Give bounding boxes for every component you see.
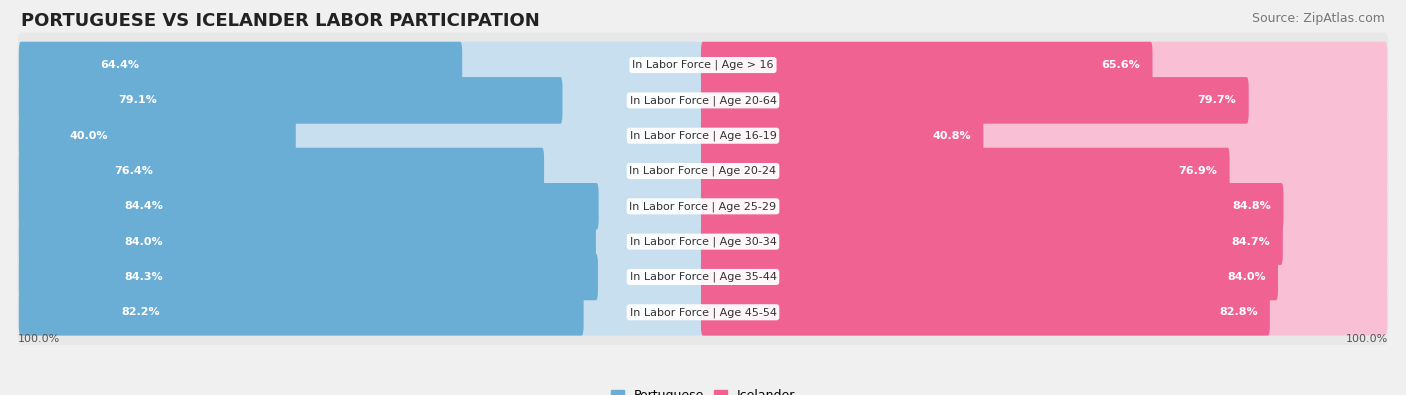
Text: In Labor Force | Age 45-54: In Labor Force | Age 45-54 bbox=[630, 307, 776, 318]
Text: 76.4%: 76.4% bbox=[115, 166, 153, 176]
FancyBboxPatch shape bbox=[18, 77, 562, 124]
FancyBboxPatch shape bbox=[18, 218, 704, 265]
Text: In Labor Force | Age 25-29: In Labor Force | Age 25-29 bbox=[630, 201, 776, 212]
Text: Source: ZipAtlas.com: Source: ZipAtlas.com bbox=[1251, 12, 1385, 25]
Text: 79.7%: 79.7% bbox=[1198, 95, 1236, 105]
Legend: Portuguese, Icelander: Portuguese, Icelander bbox=[606, 384, 800, 395]
Text: 40.0%: 40.0% bbox=[70, 131, 108, 141]
Text: In Labor Force | Age 35-44: In Labor Force | Age 35-44 bbox=[630, 272, 776, 282]
FancyBboxPatch shape bbox=[18, 148, 704, 194]
FancyBboxPatch shape bbox=[17, 245, 1389, 309]
Text: 79.1%: 79.1% bbox=[118, 95, 156, 105]
Text: 82.8%: 82.8% bbox=[1219, 307, 1257, 317]
Text: 84.7%: 84.7% bbox=[1232, 237, 1271, 246]
Text: In Labor Force | Age 30-34: In Labor Force | Age 30-34 bbox=[630, 236, 776, 247]
Text: 65.6%: 65.6% bbox=[1101, 60, 1140, 70]
FancyBboxPatch shape bbox=[17, 209, 1389, 274]
FancyBboxPatch shape bbox=[702, 148, 1388, 194]
FancyBboxPatch shape bbox=[702, 42, 1388, 88]
Text: 84.0%: 84.0% bbox=[1227, 272, 1265, 282]
Text: 100.0%: 100.0% bbox=[1347, 334, 1389, 344]
FancyBboxPatch shape bbox=[702, 183, 1388, 229]
FancyBboxPatch shape bbox=[702, 148, 1230, 194]
FancyBboxPatch shape bbox=[17, 174, 1389, 239]
FancyBboxPatch shape bbox=[702, 218, 1388, 265]
FancyBboxPatch shape bbox=[17, 280, 1389, 345]
FancyBboxPatch shape bbox=[17, 68, 1389, 133]
FancyBboxPatch shape bbox=[17, 103, 1389, 168]
FancyBboxPatch shape bbox=[18, 254, 704, 300]
FancyBboxPatch shape bbox=[702, 289, 1388, 336]
FancyBboxPatch shape bbox=[18, 113, 295, 159]
Text: PORTUGUESE VS ICELANDER LABOR PARTICIPATION: PORTUGUESE VS ICELANDER LABOR PARTICIPAT… bbox=[21, 12, 540, 30]
FancyBboxPatch shape bbox=[702, 218, 1282, 265]
FancyBboxPatch shape bbox=[702, 183, 1284, 229]
FancyBboxPatch shape bbox=[702, 289, 1270, 336]
FancyBboxPatch shape bbox=[18, 218, 596, 265]
FancyBboxPatch shape bbox=[702, 113, 983, 159]
Text: 84.4%: 84.4% bbox=[125, 201, 163, 211]
Text: 84.0%: 84.0% bbox=[124, 237, 163, 246]
Text: 84.3%: 84.3% bbox=[124, 272, 163, 282]
Text: 76.9%: 76.9% bbox=[1178, 166, 1218, 176]
FancyBboxPatch shape bbox=[18, 183, 704, 229]
Text: In Labor Force | Age 20-64: In Labor Force | Age 20-64 bbox=[630, 95, 776, 105]
Text: In Labor Force | Age 20-24: In Labor Force | Age 20-24 bbox=[630, 166, 776, 176]
FancyBboxPatch shape bbox=[18, 77, 704, 124]
FancyBboxPatch shape bbox=[18, 289, 704, 336]
FancyBboxPatch shape bbox=[702, 113, 1388, 159]
FancyBboxPatch shape bbox=[702, 42, 1153, 88]
FancyBboxPatch shape bbox=[18, 148, 544, 194]
FancyBboxPatch shape bbox=[18, 113, 704, 159]
Text: In Labor Force | Age > 16: In Labor Force | Age > 16 bbox=[633, 60, 773, 70]
FancyBboxPatch shape bbox=[702, 254, 1278, 300]
FancyBboxPatch shape bbox=[18, 42, 704, 88]
FancyBboxPatch shape bbox=[18, 254, 598, 300]
FancyBboxPatch shape bbox=[18, 289, 583, 336]
Text: 84.8%: 84.8% bbox=[1233, 201, 1271, 211]
FancyBboxPatch shape bbox=[18, 42, 463, 88]
Text: In Labor Force | Age 16-19: In Labor Force | Age 16-19 bbox=[630, 130, 776, 141]
FancyBboxPatch shape bbox=[17, 139, 1389, 203]
Text: 82.2%: 82.2% bbox=[122, 307, 160, 317]
FancyBboxPatch shape bbox=[17, 32, 1389, 98]
FancyBboxPatch shape bbox=[702, 77, 1388, 124]
FancyBboxPatch shape bbox=[18, 183, 599, 229]
Text: 64.4%: 64.4% bbox=[100, 60, 139, 70]
FancyBboxPatch shape bbox=[702, 254, 1388, 300]
FancyBboxPatch shape bbox=[702, 77, 1249, 124]
Text: 100.0%: 100.0% bbox=[17, 334, 59, 344]
Text: 40.8%: 40.8% bbox=[932, 131, 972, 141]
